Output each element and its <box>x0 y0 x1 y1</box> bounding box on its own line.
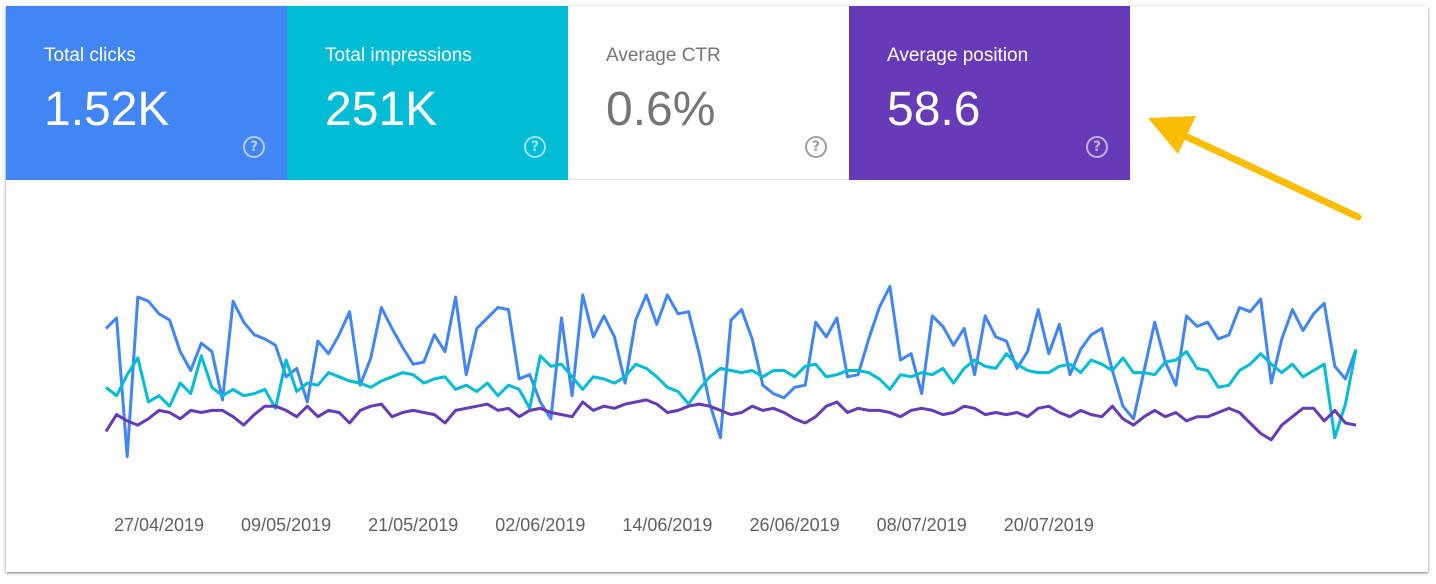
total-clicks-label: Total clicks <box>44 45 136 66</box>
total-clicks-card[interactable]: Total clicks 1.52K ? <box>6 6 287 180</box>
help-circle-icon[interactable]: ? <box>524 136 546 158</box>
x-tick-label: 26/06/2019 <box>750 515 840 535</box>
x-tick-label: 14/06/2019 <box>622 515 712 535</box>
arrow-icon <box>1148 116 1362 221</box>
series-line-total-impressions <box>105 349 1358 440</box>
x-tick-label: 27/04/2019 <box>114 515 204 535</box>
series-line-average-position <box>104 398 1357 442</box>
average-ctr-label: Average CTR <box>606 45 721 66</box>
help-circle-icon[interactable]: ? <box>805 136 827 158</box>
total-impressions-label: Total impressions <box>325 45 472 66</box>
average-ctr-value: 0.6% <box>606 83 716 136</box>
x-tick-label: 09/05/2019 <box>241 515 331 535</box>
series-line-total-clicks <box>104 285 1358 459</box>
total-clicks-value: 1.52K <box>44 83 170 136</box>
average-ctr-card[interactable]: Average CTR 0.6% ? <box>568 6 849 180</box>
x-tick-label: 02/06/2019 <box>495 515 585 535</box>
performance-panel: Total clicks 1.52K ? Total impressions 2… <box>6 6 1428 572</box>
total-impressions-value: 251K <box>325 83 438 136</box>
total-impressions-card[interactable]: Total impressions 251K ? <box>287 6 568 180</box>
x-tick-label: 20/07/2019 <box>1004 515 1094 535</box>
help-circle-icon[interactable]: ? <box>243 136 265 158</box>
x-tick-label: 08/07/2019 <box>877 515 967 535</box>
average-position-card[interactable]: Average position 58.6 ? <box>849 6 1130 180</box>
average-position-value: 58.6 <box>887 83 981 136</box>
help-circle-icon[interactable]: ? <box>1086 136 1108 158</box>
performance-line-chart: 27/04/2019 09/05/2019 21/05/2019 02/06/2019… <box>104 285 1358 535</box>
x-tick-label: 21/05/2019 <box>368 515 458 535</box>
metric-cards: Total clicks 1.52K ? Total impressions 2… <box>6 6 1130 180</box>
average-position-label: Average position <box>887 45 1029 66</box>
